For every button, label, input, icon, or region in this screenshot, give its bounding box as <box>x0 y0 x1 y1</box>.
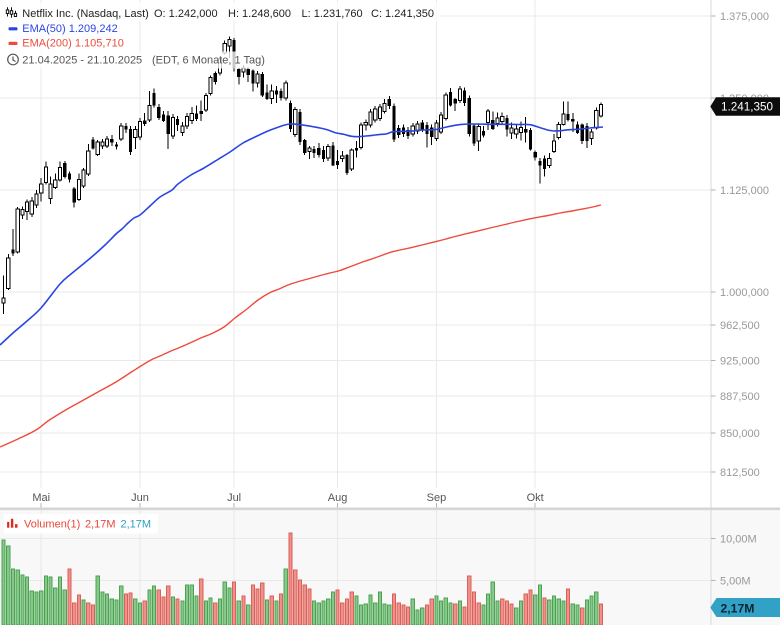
svg-text:Mai: Mai <box>32 492 50 504</box>
svg-text:L: 1.231,760: L: 1.231,760 <box>302 8 363 20</box>
svg-text:C: 1.241,350: C: 1.241,350 <box>371 8 434 20</box>
svg-text:Jul: Jul <box>227 492 241 504</box>
svg-text:EMA(50) 1.209,242: EMA(50) 1.209,242 <box>22 23 117 35</box>
svg-text:812,500: 812,500 <box>720 467 760 479</box>
svg-text:2,17M: 2,17M <box>721 601 755 615</box>
svg-text:H: 1.248,600: H: 1.248,600 <box>228 8 291 20</box>
svg-text:1.000,000: 1.000,000 <box>720 287 769 299</box>
svg-text:1.241,350: 1.241,350 <box>721 101 773 114</box>
svg-text:1.125,000: 1.125,000 <box>720 185 769 197</box>
svg-text:EMA(200) 1.105,710: EMA(200) 1.105,710 <box>22 38 124 50</box>
svg-text:2,17M: 2,17M <box>121 518 152 530</box>
svg-text:Netflix Inc. (Nasdaq, Last): Netflix Inc. (Nasdaq, Last) <box>22 8 149 20</box>
svg-text:5,00M: 5,00M <box>720 575 751 587</box>
svg-text:Okt: Okt <box>527 492 544 504</box>
svg-text:962,500: 962,500 <box>720 320 760 332</box>
svg-text:887,500: 887,500 <box>720 391 760 403</box>
svg-text:Aug: Aug <box>328 492 348 504</box>
svg-text:925,000: 925,000 <box>720 355 760 367</box>
svg-text:850,000: 850,000 <box>720 428 760 440</box>
svg-text:1.375,000: 1.375,000 <box>720 11 769 23</box>
svg-text:Volumen(1): Volumen(1) <box>24 518 80 530</box>
svg-text:10,00M: 10,00M <box>720 533 757 545</box>
svg-text:Jun: Jun <box>131 492 149 504</box>
svg-text:Sep: Sep <box>427 492 447 504</box>
svg-text:O: 1.242,000: O: 1.242,000 <box>154 8 218 20</box>
svg-text:21.04.2025 - 21.10.2025: 21.04.2025 - 21.10.2025 <box>22 54 142 66</box>
svg-text:(EDT, 6 Monate, 1 Tag): (EDT, 6 Monate, 1 Tag) <box>152 54 265 66</box>
svg-text:2,17M: 2,17M <box>85 518 116 530</box>
